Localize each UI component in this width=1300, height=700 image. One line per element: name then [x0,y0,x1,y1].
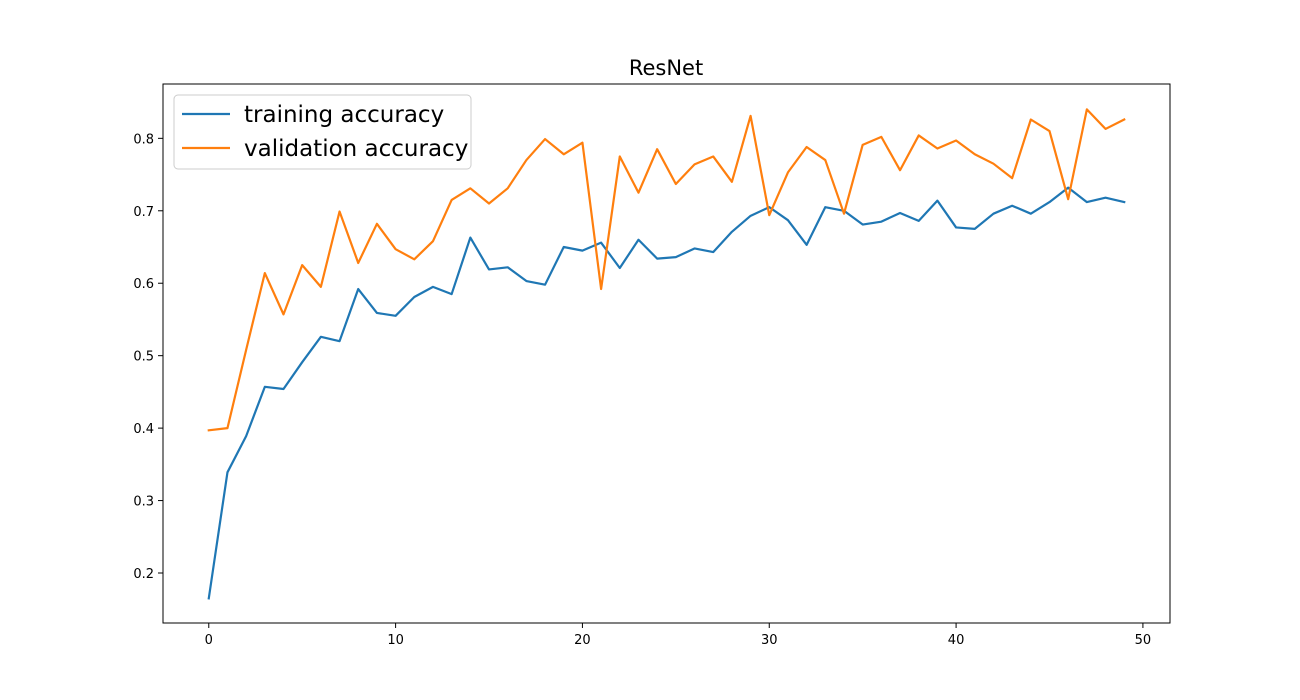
axes: 0 10 20 30 40 50 0.2 0.3 0.4 0.5 0.6 0.7 0.8 [133,83,1171,648]
y-tick-label: 0.6 [133,277,154,292]
y-tick-label: 0.2 [133,567,154,582]
x-tick-label: 40 [948,633,965,648]
y-tick-label: 0.8 [133,132,154,147]
x-tick-label: 10 [387,633,404,648]
x-tick-label: 20 [574,633,591,648]
series-line-training-accuracy [207,186,1126,600]
y-tick-label: 0.3 [133,495,154,510]
legend-label-training-accuracy: training accuracy [244,102,444,128]
y-tick-label: 0.5 [133,350,154,365]
legend-box [173,94,472,170]
plot-background [163,84,1170,623]
y-tick-label: 0.4 [133,422,154,437]
series-line-validation-accuracy [207,108,1126,432]
legend-label-validation-accuracy: validation accuracy [244,136,468,162]
y-tick-label: 0.7 [133,205,154,220]
axes-frame [162,83,1171,624]
x-tick-label: 0 [205,633,213,648]
plot-area [163,84,1170,623]
series-layer [207,108,1126,600]
x-tick-label: 30 [761,633,778,648]
x-tick-label: 50 [1135,633,1152,648]
chart-title: ResNet [629,56,703,80]
legend: training accuracy validation accuracy [173,94,472,170]
